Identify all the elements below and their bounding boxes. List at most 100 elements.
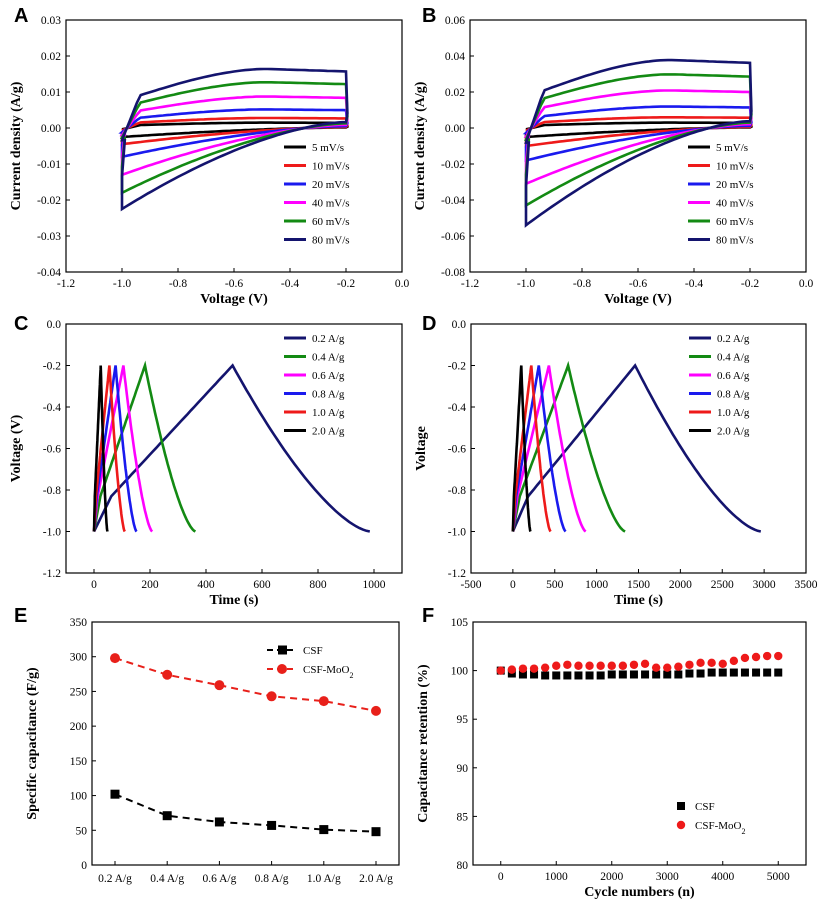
data-point — [629, 660, 639, 669]
data-point — [318, 696, 329, 707]
legend-label: CSF — [303, 645, 323, 657]
y-tick-label: 0.00 — [41, 123, 61, 135]
x-tick-label: 2500 — [711, 579, 734, 591]
data-point — [674, 670, 683, 679]
data-point — [110, 789, 120, 799]
x-axis-label: Cycle numbers (n) — [584, 885, 695, 900]
data-point — [552, 661, 561, 670]
legend-label: CSF — [695, 801, 715, 813]
legend-label: 60 mV/s — [716, 216, 754, 228]
data-point — [774, 668, 783, 677]
y-tick-label: 0.02 — [445, 87, 465, 99]
y-axis-label: Voltage (V) — [9, 414, 24, 482]
data-point — [518, 670, 527, 679]
y-tick-label: 105 — [451, 617, 469, 629]
chart-panel-b: B -0.08 -0.06 -0.04 -0.02 0.00 0.02 0.04 0.06 Cur… — [413, 5, 813, 307]
chart-panel-c: C -1.2 -1.0 -0.8 -0.6 -0.4 -0.2 0.0 Voltage (V) 0… — [9, 313, 403, 608]
y-tick-label: -0.02 — [441, 159, 465, 171]
data-point — [540, 663, 550, 672]
data-point — [729, 656, 739, 666]
data-point — [507, 665, 517, 674]
x-tick-label: 200 — [141, 579, 159, 591]
y-tick-label: -0.2 — [43, 361, 61, 373]
panel-letter: F — [422, 605, 434, 627]
legend-label: 1.0 A/g — [312, 407, 345, 419]
x-tick-label: 0.0 — [395, 278, 410, 290]
series-line — [114, 657, 377, 712]
chart-panel-f: F 80 85 90 95 100 105 Capacitance retention (%)… — [416, 605, 807, 900]
x-tick-label: -0.6 — [629, 278, 647, 290]
y-tick-label: -0.08 — [441, 267, 465, 279]
y-tick-label: -0.04 — [37, 267, 61, 279]
data-point — [696, 658, 705, 668]
data-point — [729, 668, 738, 677]
data-point — [529, 664, 539, 673]
legend-label: 10 mV/s — [716, 161, 754, 173]
legend: 5 mV/s 10 mV/s 20 mV/s 40 mV/s 60 mV/s 80 mV/… — [284, 142, 350, 247]
x-tick-label: 0.0 — [799, 278, 814, 290]
legend-label: 40 mV/s — [312, 198, 350, 210]
data-point — [552, 671, 561, 680]
legend-label: CSF-MoO2 — [695, 820, 745, 836]
data-point — [652, 670, 661, 679]
data-point — [629, 670, 638, 679]
legend-marker — [278, 645, 287, 655]
legend-label: 0.4 A/g — [312, 352, 345, 364]
data-point — [496, 666, 505, 675]
legend-label: 5 mV/s — [312, 142, 344, 154]
y-axis-label: Current density (A/g) — [9, 81, 24, 210]
data-point — [774, 651, 783, 661]
data-point — [371, 705, 381, 716]
data-point — [740, 668, 749, 677]
legend-label: 2.0 A/g — [312, 426, 345, 438]
y-tick-label: 0.0 — [452, 319, 467, 331]
y-tick-label: 0.0 — [47, 319, 62, 331]
y-tick-label: 200 — [70, 721, 88, 733]
y-tick-label: -0.2 — [448, 361, 466, 373]
data-point — [574, 661, 583, 670]
data-point — [740, 653, 750, 663]
legend-marker — [277, 664, 287, 674]
legend-label: 0.4 A/g — [717, 352, 750, 364]
data-point — [651, 663, 661, 672]
data-point — [596, 671, 605, 680]
data-point — [371, 827, 381, 837]
x-axis-label: Voltage (V) — [200, 292, 268, 307]
y-tick-label: 0.02 — [41, 51, 61, 63]
data-point — [718, 659, 727, 668]
data-point — [267, 820, 277, 830]
panel-letter: B — [422, 5, 436, 27]
legend-label: 80 mV/s — [716, 235, 754, 247]
legend-label: 0.8 A/g — [717, 389, 750, 401]
data-point — [110, 653, 120, 664]
y-tick-label: 95 — [457, 714, 469, 726]
data-point — [685, 660, 694, 669]
y-tick-label: 150 — [70, 756, 88, 768]
x-tick-label: 3000 — [656, 871, 679, 883]
legend-label: 1.0 A/g — [717, 407, 750, 419]
data-point — [641, 670, 650, 679]
data-point — [696, 669, 705, 678]
x-axis-label: Time (s) — [614, 593, 663, 608]
series-line — [120, 67, 349, 212]
data-point — [685, 669, 694, 678]
y-tick-label: -0.01 — [37, 159, 61, 171]
legend-label: 60 mV/s — [312, 216, 350, 228]
x-tick-label: 1500 — [627, 579, 650, 591]
x-category-label: 0.2 A/g — [98, 873, 132, 885]
x-tick-label: 3000 — [753, 579, 776, 591]
chart-panel-a: A -0.04 -0.03 -0.02 -0.01 0.00 0.01 0.02 0.03 Cur… — [9, 5, 409, 307]
y-tick-label: 0.00 — [445, 123, 465, 135]
series-line — [524, 58, 753, 228]
y-axis-label: Specific capacitance (F/g) — [25, 667, 40, 820]
data-point — [585, 661, 594, 670]
y-axis-label: Current density (A/g) — [413, 81, 428, 210]
series-line — [511, 365, 567, 533]
data-point — [663, 663, 672, 672]
data-point — [319, 825, 329, 835]
panel-letter: A — [14, 5, 28, 27]
series-line — [523, 89, 753, 186]
x-tick-label: -0.2 — [741, 278, 759, 290]
y-tick-label: 0.04 — [445, 51, 465, 63]
data-point — [563, 660, 572, 669]
